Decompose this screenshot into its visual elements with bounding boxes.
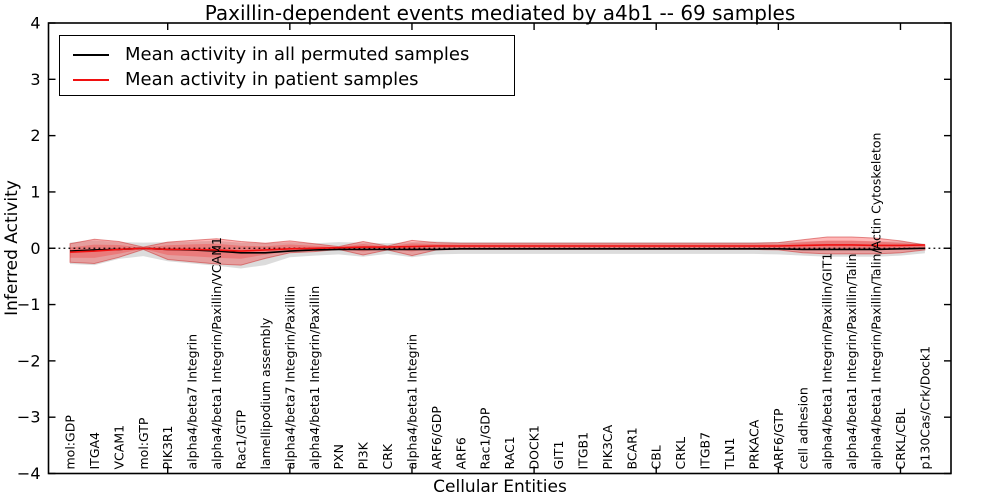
category-label: CRKL/CBL [893,408,908,469]
category-label: alpha4/beta1 Integrin/Paxillin/Talin/Act… [869,133,884,470]
y-tick-label: 2 [30,126,40,145]
patient-mean-line [69,244,925,253]
legend-line-permuted-icon [73,53,109,56]
category-label: alpha4/beta1 Integrin/Paxillin/Talin [844,254,859,470]
x-ticks [167,23,902,474]
category-label: PXN [331,444,346,469]
category-label: mol:GDP [63,415,78,470]
y-axis: 4 3 2 1 0 −1 −2 −3 −4 [17,14,951,483]
y-tick-label: −3 [17,408,41,427]
category-label: cell adhesion [795,387,810,469]
mean-lines [69,244,925,254]
category-label: alpha4/beta7 Integrin [185,334,200,470]
category-label: GIT1 [551,441,566,470]
category-label: ITGB1 [575,432,590,470]
legend-line-patient-icon [73,78,109,81]
category-label: TLN1 [722,438,737,471]
category-label: alpha4/beta1 Integrin/Paxillin/VCAM1 [209,237,224,469]
category-label: DOCK1 [527,425,542,469]
category-label: CBL [649,445,664,469]
category-label: alpha4/beta1 Integrin/Paxillin/GIT1 [820,253,835,470]
category-label: PIK3CA [600,424,615,469]
category-label: ITGA4 [87,432,102,470]
category-label: lamellipodium assembly [258,317,273,469]
y-tick-label: 0 [30,239,40,258]
category-label: CRKL [673,437,688,470]
legend-label-patient: Mean activity in patient samples [125,69,419,90]
y-tick-label: 3 [30,70,40,89]
category-label: Rac1/GDP [478,407,493,469]
category-label: PIK3R1 [160,425,175,469]
permuted-mean-line [69,247,925,254]
confidence-bands [69,236,926,269]
category-label: PRKACA [746,419,761,469]
x-axis-label: Cellular Entities [433,477,567,497]
y-tick-label: −2 [17,351,41,370]
chart-title: Paxillin-dependent events mediated by a4… [204,1,796,25]
patient-range-core-band [70,240,925,259]
category-label: PI3K [356,441,371,469]
category-label: BCAR1 [624,427,639,469]
category-label: p130Cas/Crk/Dock1 [917,346,932,470]
category-label: RAC1 [502,436,517,469]
category-labels: mol:GDP ITGA4 VCAM1 mol:GTP PIK3R1 alpha4/bet… [63,133,933,471]
category-label: alpha4/beta1 Integrin/Paxillin [307,286,322,470]
category-label: ARF6 [453,437,468,469]
y-tick-label: −1 [17,295,41,314]
y-tick-label: 4 [30,14,40,33]
category-label: VCAM1 [111,425,126,470]
legend: Mean activity in all permuted samples Me… [59,35,515,96]
category-label: ITGB7 [698,432,713,470]
category-label: alpha4/beta1 Integrin [404,334,419,470]
y-tick-label: 1 [30,182,40,201]
category-label: alpha4/beta7 Integrin/Paxillin [282,286,297,470]
category-label: Rac1/GTP [233,410,248,470]
legend-item-permuted: Mean activity in all permuted samples [60,42,514,67]
category-label: ARF6/GTP [771,408,786,469]
legend-label-permuted: Mean activity in all permuted samples [125,44,470,65]
category-label: mol:GTP [136,417,151,469]
permuted-range-band [70,240,925,269]
legend-item-patient: Mean activity in patient samples [60,67,514,92]
category-label: CRK [380,443,395,469]
category-label: ARF6/GDP [429,406,444,470]
y-tick-label: −4 [17,464,41,483]
